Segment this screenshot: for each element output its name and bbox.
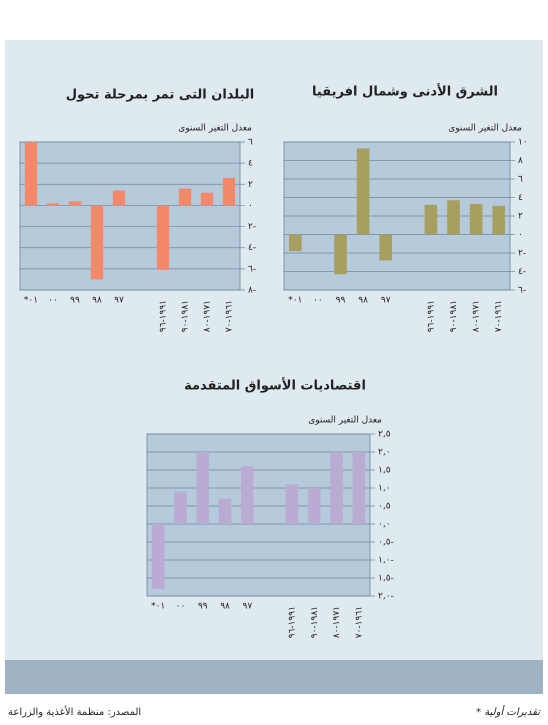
bar bbox=[24, 142, 38, 206]
y-tick-label: ٨- bbox=[248, 286, 256, 296]
x-tick-label: ١٩٦١-٧٠ bbox=[494, 300, 504, 332]
x-tick-label: ٩٨ bbox=[358, 296, 368, 306]
y-tick-label: ٦- bbox=[518, 286, 526, 296]
bar bbox=[356, 148, 370, 235]
y-tick-label: ١٠ bbox=[518, 138, 528, 148]
bar bbox=[469, 203, 483, 235]
bar bbox=[492, 205, 506, 235]
y-tick-label: ٠,٥ bbox=[378, 502, 391, 512]
x-tick-label: ١٩٩١-٩٦ bbox=[287, 606, 297, 638]
bar bbox=[68, 201, 82, 206]
bar bbox=[174, 491, 187, 524]
y-tick-label: ١,٥ bbox=[378, 466, 391, 476]
chart-title: اقتصاديات الأسواق المتقدمة bbox=[184, 377, 366, 394]
bar bbox=[352, 452, 366, 524]
x-tick-label: ٠٠ bbox=[313, 296, 323, 306]
x-tick-label: ٩٧ bbox=[114, 296, 124, 306]
x-tick-label: ١٩٦١-٧٠ bbox=[225, 300, 235, 332]
x-tick-label: ٩٩ bbox=[336, 296, 346, 306]
y-tick-label: ٤- bbox=[248, 243, 256, 253]
y-tick-label: ٢- bbox=[248, 222, 256, 232]
bar bbox=[288, 234, 302, 252]
y-tick-label: ١,٥- bbox=[378, 574, 394, 584]
y-tick-label: ٦ bbox=[248, 138, 253, 148]
bar bbox=[178, 188, 192, 206]
y-tick-label: ١,٠- bbox=[378, 556, 394, 566]
bar bbox=[241, 466, 254, 524]
bar bbox=[46, 203, 60, 206]
x-tick-label: ١٩٩١-٩٦ bbox=[159, 300, 169, 332]
x-tick-label: ١٩٨١-٩٠ bbox=[449, 300, 459, 332]
plot-area bbox=[19, 141, 241, 291]
y-axis-title: معدل التغير السنوى bbox=[178, 124, 252, 134]
bar bbox=[156, 205, 170, 270]
y-tick-label: ٦ bbox=[518, 175, 523, 185]
bar bbox=[90, 205, 104, 280]
bar bbox=[447, 200, 460, 235]
x-tick-label: ١٩٦١-٧٠ bbox=[354, 606, 364, 638]
chart-title: الشرق الأدنى وشمال افريقيا bbox=[312, 83, 498, 100]
x-tick-label: ٩٧ bbox=[243, 602, 253, 612]
bar bbox=[379, 234, 393, 261]
bar bbox=[222, 177, 236, 206]
bar bbox=[330, 452, 343, 524]
x-tick-label: ٠٠ bbox=[176, 602, 186, 612]
y-tick-label: ٠ bbox=[518, 230, 523, 240]
y-tick-label: ٢,٠ bbox=[378, 448, 391, 458]
y-tick-label: ٤ bbox=[518, 193, 523, 203]
bar bbox=[334, 234, 347, 275]
y-tick-label: ٤- bbox=[518, 267, 526, 277]
bar bbox=[196, 452, 209, 524]
x-tick-label: ٩٧ bbox=[381, 296, 391, 306]
y-tick-label: ٦- bbox=[248, 264, 256, 274]
x-tick-label: ١٩٨١-٩٠ bbox=[181, 300, 191, 332]
bar bbox=[112, 190, 126, 206]
bar bbox=[285, 484, 299, 524]
x-tick-label: ١٩٨١-٩٠ bbox=[310, 606, 320, 638]
y-tick-label: ٠,٥- bbox=[378, 538, 394, 548]
bar bbox=[200, 192, 214, 206]
y-tick-label: ٠,٠ bbox=[378, 520, 391, 530]
chart-title: البلدان التى تمر بمرحلة تحول bbox=[66, 88, 255, 103]
y-tick-label: ٢- bbox=[518, 249, 526, 259]
x-tick-label: ١٩٩١-٩٦ bbox=[426, 300, 436, 332]
x-tick-label: ٩٩ bbox=[70, 296, 80, 306]
x-tick-label: ١٩٧١-٨٠ bbox=[203, 300, 213, 332]
y-tick-label: ٢,٠- bbox=[378, 592, 394, 602]
x-tick-label: ١٩٧١-٨٠ bbox=[472, 300, 482, 332]
x-tick-label: *٠١ bbox=[24, 296, 38, 306]
bar bbox=[308, 488, 321, 524]
bar bbox=[424, 204, 438, 235]
x-tick-label: ٠٠ bbox=[48, 296, 58, 306]
y-tick-label: ٢,٥ bbox=[378, 430, 391, 440]
y-tick-label: ٠ bbox=[248, 201, 253, 211]
bottom-band bbox=[5, 660, 543, 694]
y-axis-title: معدل التغير السنوى bbox=[448, 124, 522, 134]
footnote: * تقديرات أولية bbox=[476, 705, 541, 718]
y-tick-label: ٨ bbox=[518, 156, 523, 166]
bar bbox=[218, 498, 232, 524]
y-tick-label: ٤ bbox=[248, 159, 253, 169]
y-tick-label: ٢ bbox=[248, 180, 253, 190]
y-tick-label: ١,٠ bbox=[378, 484, 391, 494]
y-axis-title: معدل التغير السنوى bbox=[308, 416, 382, 426]
bar bbox=[151, 524, 165, 589]
x-tick-label: ٩٩ bbox=[198, 602, 208, 612]
x-tick-label: ٩٨ bbox=[92, 296, 102, 306]
y-tick-label: ٢ bbox=[518, 212, 523, 222]
x-tick-label: ٩٨ bbox=[220, 602, 230, 612]
x-tick-label: ١٩٧١-٨٠ bbox=[332, 606, 342, 638]
x-tick-label: *٠١ bbox=[288, 296, 302, 306]
x-tick-label: *٠١ bbox=[151, 602, 165, 612]
source-note: المصدر: منظمة الأغذية والزراعة bbox=[8, 705, 141, 718]
